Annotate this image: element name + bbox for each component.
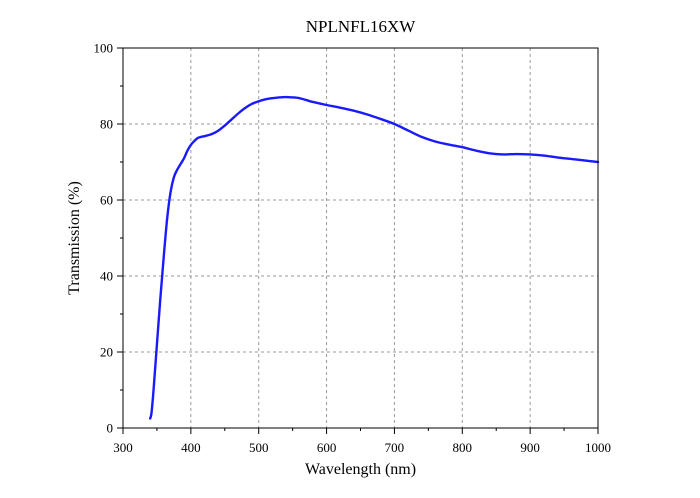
y-tick-label: 60	[100, 193, 113, 208]
x-tick-label: 400	[181, 440, 201, 455]
grid-lines	[123, 48, 598, 428]
chart-title: NPLNFL16XW	[306, 17, 417, 36]
transmission-series-line	[148, 95, 600, 420]
tick-labels: 300 400 500 600 700 800 900 1000 0 20 40 60 80 100	[94, 41, 612, 456]
x-tick-label: 700	[385, 440, 405, 455]
y-tick-label: 100	[94, 41, 114, 56]
x-tick-label: 300	[113, 440, 133, 455]
y-axis-label: Transmission (%)	[66, 181, 83, 295]
series-layer	[148, 95, 600, 420]
x-tick-label: 900	[520, 440, 540, 455]
y-tick-label: 40	[100, 269, 113, 284]
x-tick-label: 500	[249, 440, 269, 455]
x-tick-label: 600	[317, 440, 337, 455]
x-tick-label: 800	[453, 440, 473, 455]
x-axis-label: Wavelength (nm)	[305, 461, 416, 478]
x-tick-label: 1000	[585, 440, 611, 455]
y-tick-label: 0	[107, 421, 114, 436]
axis-ticks	[117, 47, 599, 434]
y-tick-label: 20	[100, 345, 113, 360]
y-tick-label: 80	[100, 117, 113, 132]
plot-frame	[122, 47, 599, 429]
